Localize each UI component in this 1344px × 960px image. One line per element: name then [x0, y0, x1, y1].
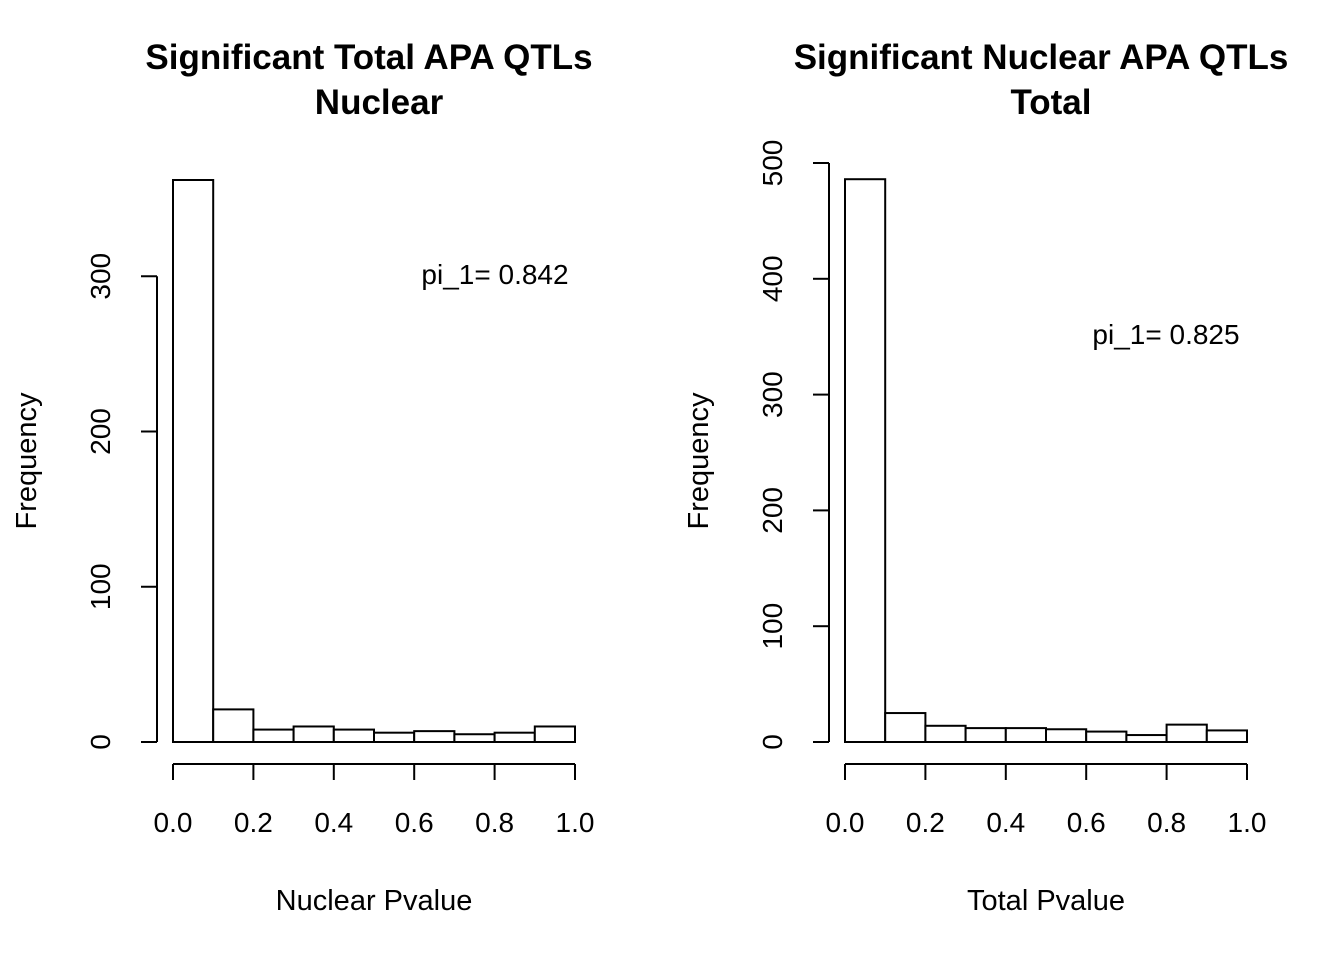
panel-2-subtitle: Total [1010, 83, 1091, 122]
panel-1-xlabel: Nuclear Pvalue [276, 885, 473, 917]
panel-1-bar-6 [373, 731, 416, 743]
panel-2-x-tick-label: 0.4 [986, 807, 1025, 838]
panel-2-y-tick-label: 500 [757, 140, 788, 187]
panel-2-bar-10 [1205, 729, 1249, 743]
panel-2-bar-7 [1085, 730, 1128, 744]
panel-1-subtitle: Nuclear [315, 83, 444, 122]
panel-2-bar-8 [1125, 734, 1168, 744]
panel-1-bar-2 [212, 708, 255, 743]
panel-1-bar-4 [292, 725, 335, 744]
panel-2-y-tick-label: 300 [757, 371, 788, 418]
panel-2-x-tick-label: 0.0 [826, 807, 865, 838]
panel-2-y-tick-label: 100 [757, 603, 788, 650]
panel-2-bar-2 [884, 712, 927, 743]
panel-1-bars [172, 179, 576, 744]
panel-1-bar-7 [413, 730, 456, 743]
panel-1-bar-8 [453, 733, 496, 743]
panel-2-x-tick-label: 1.0 [1228, 807, 1267, 838]
panel-1-y-tick-label: 300 [85, 253, 116, 300]
panel-2-y-tick-label: 400 [757, 255, 788, 302]
panel-1-x-axis: 0.0 0.2 0.4 0.6 0.8 1.0 [154, 763, 595, 838]
panel-1-y-tick-label: 100 [85, 563, 116, 610]
panel-1-bar-9 [493, 731, 536, 743]
panel-1-x-tick-label: 0.4 [314, 807, 353, 838]
panel-1-ylabel: Frequency [11, 392, 43, 530]
panel-1-x-tick-label: 0.2 [234, 807, 273, 838]
panel-2: Significant Nuclear APA QTLs Total Frequ… [683, 38, 1288, 917]
panel-2-annotation: pi_1= 0.825 [1092, 319, 1239, 350]
panel-2-bar-6 [1045, 728, 1088, 744]
panel-2-x-axis: 0.0 0.2 0.4 0.6 0.8 1.0 [826, 763, 1267, 838]
panel-2-bar-5 [1004, 727, 1047, 744]
panel-1-bar-1 [172, 179, 215, 743]
panel-1-y-tick-label: 200 [85, 408, 116, 455]
panel-2-ylabel: Frequency [683, 392, 715, 530]
panel-2-bar-4 [964, 727, 1007, 744]
panel-2-bar-9 [1165, 723, 1208, 744]
panel-2-y-tick-label: 200 [757, 487, 788, 534]
panel-2-x-tick-label: 0.8 [1147, 807, 1186, 838]
panel-1-x-tick-label: 0.0 [154, 807, 193, 838]
panel-2-y-axis: 0 100 200 300 400 500 [757, 140, 830, 750]
panel-2-x-tick-label: 0.2 [906, 807, 945, 838]
panel-2-xlabel: Total Pvalue [967, 885, 1125, 917]
panel-2-x-tick-label: 0.6 [1067, 807, 1106, 838]
panel-1-annotation: pi_1= 0.842 [421, 259, 568, 290]
panel-2-title: Significant Nuclear APA QTLs [794, 38, 1289, 77]
panel-1: Significant Total APA QTLs Nuclear Frequ… [11, 38, 594, 917]
panel-1-y-tick-label: 0 [85, 734, 116, 750]
panel-2-bars [844, 178, 1249, 744]
panel-1-bar-3 [252, 728, 295, 744]
panel-1-bar-10 [533, 725, 576, 744]
panel-1-title: Significant Total APA QTLs [145, 38, 592, 77]
panel-2-bar-3 [924, 724, 967, 744]
panel-1-bar-5 [332, 728, 375, 744]
panel-1-x-tick-label: 0.8 [475, 807, 514, 838]
panel-2-y-tick-label: 0 [757, 734, 788, 750]
panel-1-y-axis: 0 100 200 300 [85, 253, 158, 750]
panel-2-bar-1 [844, 178, 887, 744]
panel-1-x-tick-label: 0.6 [395, 807, 434, 838]
panel-1-x-tick-label: 1.0 [556, 807, 595, 838]
